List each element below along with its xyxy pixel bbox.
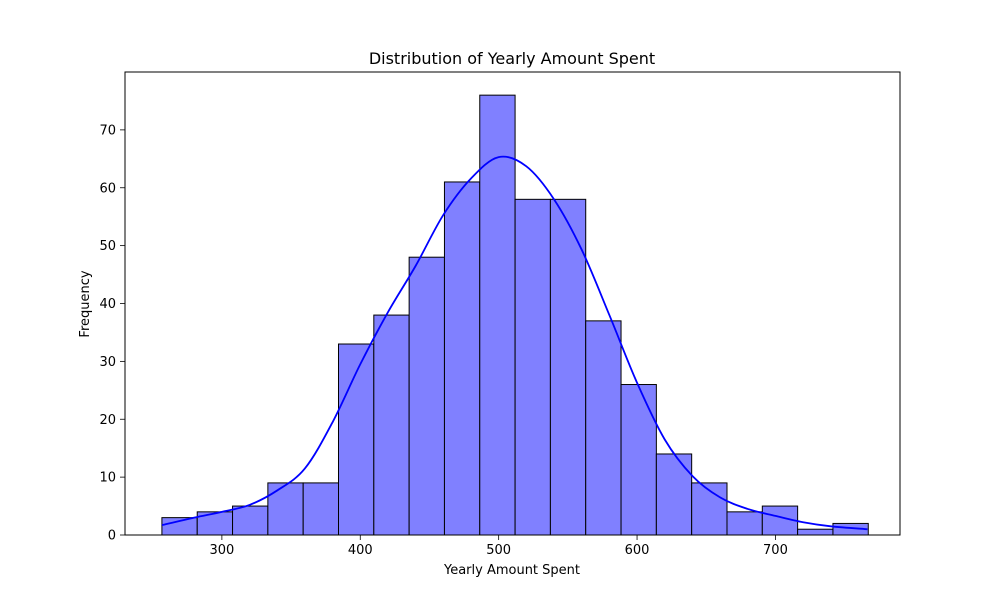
histogram-bar xyxy=(302,482,339,536)
y-tick-label: 60 xyxy=(99,181,116,196)
y-tick-label: 70 xyxy=(99,123,116,138)
y-tick-label: 0 xyxy=(108,529,116,544)
kde-line xyxy=(161,155,868,531)
y-axis-ticks: 0 10 20 30 40 50 60 70 xyxy=(99,123,125,544)
kde-curve-group xyxy=(161,155,868,531)
y-tick-label: 50 xyxy=(99,239,116,254)
x-tick-label: 700 xyxy=(763,543,788,558)
x-tick-label: 300 xyxy=(209,543,234,558)
x-tick-label: 600 xyxy=(625,543,650,558)
x-tick-label: 400 xyxy=(348,543,373,558)
chart-title: Distribution of Yearly Amount Spent xyxy=(369,49,655,68)
histogram-bar xyxy=(620,384,657,536)
histogram-bar xyxy=(655,453,693,536)
x-axis-ticks: 300 400 500 600 700 xyxy=(209,535,788,558)
histogram-bar xyxy=(479,94,516,536)
y-tick-label: 10 xyxy=(99,471,116,486)
histogram-bar xyxy=(373,314,410,536)
histogram-bar xyxy=(797,528,834,536)
histogram-bar xyxy=(267,482,304,536)
y-tick-label: 20 xyxy=(99,413,116,428)
y-tick-label: 40 xyxy=(99,297,116,312)
histogram-bar xyxy=(443,181,481,536)
histogram-bar xyxy=(726,511,763,536)
x-axis-title: Yearly Amount Spent xyxy=(443,563,580,578)
x-tick-label: 500 xyxy=(486,543,511,558)
histogram-bars xyxy=(161,94,869,536)
histogram-bar xyxy=(549,198,587,536)
histogram-bar xyxy=(691,482,728,536)
y-tick-label: 30 xyxy=(99,355,116,370)
histogram-bar xyxy=(232,505,269,536)
histogram-bar xyxy=(408,256,445,536)
histogram-bar xyxy=(585,320,622,536)
histogram-bar xyxy=(514,198,551,536)
y-axis-title: Frequency xyxy=(78,270,93,337)
